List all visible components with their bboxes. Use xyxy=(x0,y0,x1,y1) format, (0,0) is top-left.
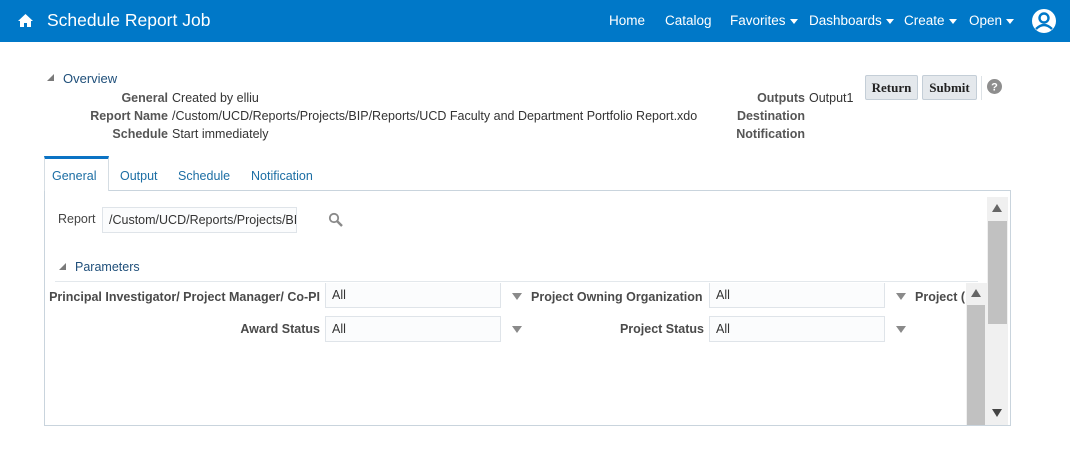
project-status-label: Project Status xyxy=(619,322,704,336)
svg-text:?: ? xyxy=(991,82,998,94)
nav-open[interactable]: Open xyxy=(969,13,1015,28)
dropdown-arrow-icon[interactable] xyxy=(512,326,522,333)
scroll-down-icon[interactable] xyxy=(992,409,1002,417)
nav-dashboards[interactable]: Dashboards xyxy=(809,13,894,28)
collapse-triangle-icon[interactable] xyxy=(59,263,66,270)
page-title: Schedule Report Job xyxy=(47,10,211,30)
search-icon[interactable] xyxy=(328,212,344,228)
divider xyxy=(981,76,982,100)
pi-label: Principal Investigator/ Project Manager/… xyxy=(49,290,320,304)
scroll-up-icon[interactable] xyxy=(971,289,981,297)
schedule-value: Start immediately xyxy=(172,127,269,141)
nav-label: Home xyxy=(609,13,646,28)
scroll-up-icon[interactable] xyxy=(992,204,1002,212)
report-name-value: /Custom/UCD/Reports/Projects/BIP/Reports… xyxy=(172,109,698,123)
scrollbar-thumb[interactable] xyxy=(988,221,1007,324)
overview-title[interactable]: Overview xyxy=(63,71,118,86)
nav-catalog[interactable]: Catalog xyxy=(665,13,712,28)
top-bar: Schedule Report Job Home Catalog Favorit… xyxy=(0,0,1070,42)
dropdown-arrow-icon[interactable] xyxy=(896,326,906,333)
chevron-down-icon xyxy=(789,18,798,24)
notification-label: Notification xyxy=(736,127,805,141)
tab-general-label[interactable]: General xyxy=(52,169,97,183)
outputs-value: Output1 xyxy=(809,91,854,105)
general-value: Created by elliu xyxy=(172,91,259,105)
outputs-label: Outputs xyxy=(757,91,805,105)
return-button[interactable]: Return xyxy=(865,75,918,100)
award-status-select[interactable]: All xyxy=(325,316,501,342)
parameters-region: Principal Investigator/ Project Manager/… xyxy=(45,283,966,425)
nav-favorites[interactable]: Favorites xyxy=(730,13,798,28)
project-cut-label: Project ( xyxy=(915,290,966,304)
report-label: Report xyxy=(58,212,96,226)
nav-create[interactable]: Create xyxy=(904,13,957,28)
tab-panel xyxy=(44,190,1011,426)
report-name-label: Report Name xyxy=(90,109,168,123)
chevron-down-icon xyxy=(948,18,957,24)
dropdown-arrow-icon[interactable] xyxy=(896,293,906,300)
outer-scrollbar[interactable] xyxy=(987,197,1008,425)
nav-label: Favorites xyxy=(730,13,786,28)
project-status-select[interactable]: All xyxy=(709,316,885,342)
tab-output[interactable]: Output xyxy=(120,169,158,183)
tab-general[interactable] xyxy=(44,156,109,191)
user-avatar-icon[interactable] xyxy=(1031,8,1057,34)
divider xyxy=(55,281,978,282)
inner-scrollbar[interactable] xyxy=(966,283,987,425)
schedule-label: Schedule xyxy=(112,127,168,141)
nav-label: Open xyxy=(969,13,1003,28)
destination-label: Destination xyxy=(736,109,805,123)
award-status-label: Award Status xyxy=(240,322,320,336)
tab-notification[interactable]: Notification xyxy=(251,169,313,183)
chevron-down-icon xyxy=(1006,18,1015,24)
tab-schedule[interactable]: Schedule xyxy=(178,169,231,183)
nav-label: Dashboards xyxy=(809,13,882,28)
general-label: General xyxy=(121,91,168,105)
scrollbar-thumb[interactable] xyxy=(967,305,985,425)
parameters-title[interactable]: Parameters xyxy=(75,260,140,274)
nav-label: Catalog xyxy=(665,13,712,28)
help-icon[interactable]: ? xyxy=(987,79,1002,94)
pi-select[interactable]: All xyxy=(325,283,501,308)
nav-home[interactable]: Home xyxy=(609,13,645,28)
submit-button[interactable]: Submit xyxy=(922,75,977,100)
org-label: Project Owning Organization xyxy=(531,290,703,304)
dropdown-arrow-icon[interactable] xyxy=(512,293,522,300)
report-input[interactable]: /Custom/UCD/Reports/Projects/BIP/R xyxy=(102,207,297,233)
org-select[interactable]: All xyxy=(709,283,885,308)
chevron-down-icon xyxy=(885,18,894,24)
home-icon[interactable] xyxy=(17,13,34,28)
nav-label: Create xyxy=(904,13,945,28)
collapse-triangle-icon[interactable] xyxy=(47,74,54,81)
